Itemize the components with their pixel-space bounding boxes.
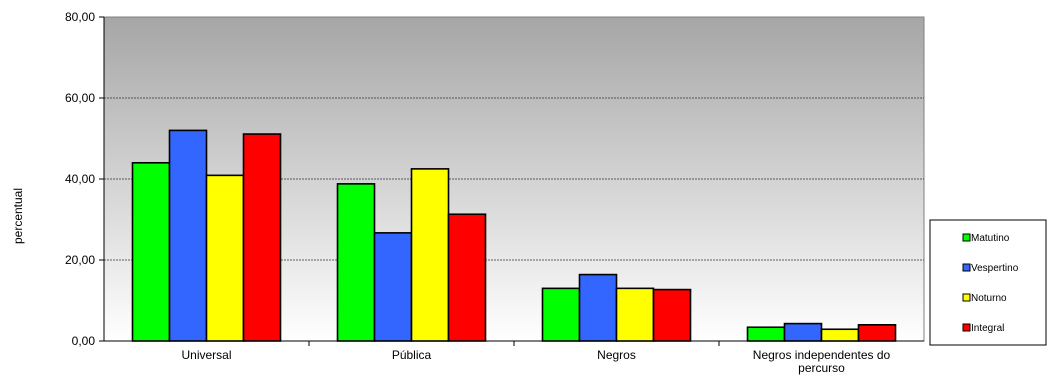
bar-integral: [447, 213, 487, 342]
bars: [131, 129, 897, 342]
bar-noturno: [205, 174, 245, 342]
bar-noturno: [820, 328, 860, 342]
bar-vespertino: [168, 129, 208, 342]
y-tick-label: 20,00: [65, 253, 95, 267]
bar-integral: [242, 133, 282, 342]
y-tick-label: 40,00: [65, 172, 95, 186]
bar-vespertino: [373, 232, 413, 342]
legend-swatch: [962, 233, 971, 242]
x-tick-label: Universal: [181, 348, 231, 362]
x-tick-label: Negros independentes do percurso: [753, 348, 891, 375]
legend-label: Noturno: [971, 293, 1007, 304]
legend-label: Integral: [971, 323, 1004, 334]
bar-integral: [652, 288, 692, 342]
bar-matutino: [131, 162, 171, 342]
legend-label: Vespertino: [971, 263, 1019, 274]
legend-swatch: [962, 323, 971, 332]
legend-box: [929, 219, 1047, 346]
y-tick-label: 80,00: [65, 10, 95, 24]
y-tick-label: 60,00: [65, 91, 95, 105]
bar-vespertino: [578, 273, 618, 342]
x-tick-label: Negros: [597, 348, 636, 362]
bar-matutino: [336, 183, 376, 342]
bar-noturno: [410, 168, 450, 342]
legend: Matutino Vespertino Noturno Integral: [929, 219, 1047, 346]
x-tick-label: Pública: [392, 348, 432, 362]
legend-swatch: [962, 293, 971, 302]
y-tick-label: 0,00: [72, 334, 96, 348]
legend-swatch: [962, 263, 971, 272]
bar-matutino: [541, 287, 581, 342]
y-axis-label: percentual: [11, 188, 25, 244]
axes: 0,00 20,00 40,00 60,00 80,00 Universal Pública…: [65, 10, 924, 375]
bar-vespertino: [783, 322, 823, 342]
bar-noturno: [615, 287, 655, 342]
bar-integral: [857, 323, 897, 342]
bar-matutino: [746, 326, 786, 342]
legend-label: Matutino: [971, 233, 1010, 244]
